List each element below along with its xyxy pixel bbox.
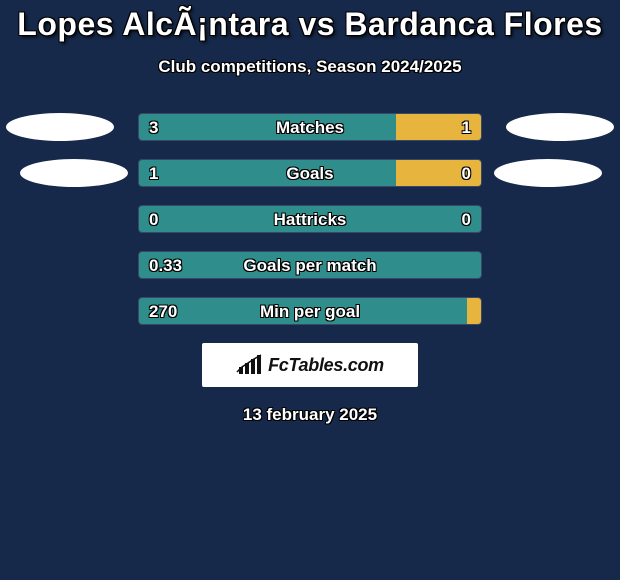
stat-row: Matches31 <box>0 113 620 141</box>
stat-bar-right <box>467 298 481 324</box>
stat-row: Goals10 <box>0 159 620 187</box>
date-label: 13 february 2025 <box>0 405 620 425</box>
brand-logo-box: FcTables.com <box>202 343 418 387</box>
stat-row: Goals per match0.33 <box>0 251 620 279</box>
stat-bar-right <box>396 114 482 140</box>
player-left-oval <box>6 113 114 141</box>
comparison-infographic: Lopes AlcÃ¡ntara vs Bardanca Flores Club… <box>0 0 620 580</box>
stat-bar-left <box>139 114 396 140</box>
stat-bar-track: Goals per match0.33 <box>138 251 482 279</box>
stat-row: Hattricks00 <box>0 205 620 233</box>
player-left-oval <box>20 159 128 187</box>
stat-bar-left <box>139 160 396 186</box>
bar-chart-icon <box>236 354 264 376</box>
brand-name: FcTables.com <box>268 355 384 376</box>
stat-bar-left <box>139 206 481 232</box>
stat-bar-left <box>139 252 481 278</box>
stat-bar-right <box>396 160 482 186</box>
player-right-oval <box>506 113 614 141</box>
stat-bar-track: Hattricks00 <box>138 205 482 233</box>
page-title: Lopes AlcÃ¡ntara vs Bardanca Flores <box>0 6 620 43</box>
player-right-oval <box>494 159 602 187</box>
stat-bar-track: Goals10 <box>138 159 482 187</box>
stat-bar-track: Matches31 <box>138 113 482 141</box>
page-subtitle: Club competitions, Season 2024/2025 <box>0 57 620 77</box>
stat-row: Min per goal270 <box>0 297 620 325</box>
stat-bar-track: Min per goal270 <box>138 297 482 325</box>
stats-container: Matches31 Goals10 Hattricks00 Goals per mat… <box>0 113 620 325</box>
stat-bar-left <box>139 298 467 324</box>
